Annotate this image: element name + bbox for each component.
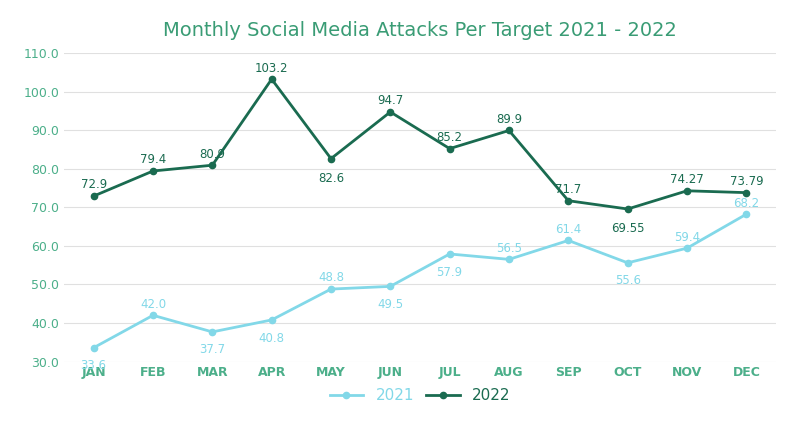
2021 [326, 287, 336, 292]
2021 [89, 345, 98, 350]
2021 [623, 260, 633, 265]
2022 [89, 194, 98, 199]
Text: 37.7: 37.7 [199, 344, 226, 356]
Text: 72.9: 72.9 [81, 179, 106, 191]
Text: 59.4: 59.4 [674, 231, 700, 243]
2021 [386, 284, 395, 289]
Text: 57.9: 57.9 [437, 265, 462, 279]
Text: 80.9: 80.9 [199, 148, 226, 161]
Text: 82.6: 82.6 [318, 172, 344, 185]
Text: 55.6: 55.6 [614, 274, 641, 288]
Text: 68.2: 68.2 [734, 197, 759, 209]
Text: 61.4: 61.4 [555, 223, 582, 236]
Text: 94.7: 94.7 [378, 94, 403, 107]
2022 [148, 168, 158, 174]
2022 [623, 206, 633, 212]
2021 [682, 246, 692, 251]
Text: 103.2: 103.2 [255, 62, 289, 75]
Line: 2021: 2021 [90, 211, 750, 351]
2022 [682, 188, 692, 194]
2021 [563, 238, 573, 243]
Text: 71.7: 71.7 [555, 183, 582, 196]
2022 [386, 109, 395, 115]
2022 [326, 156, 336, 161]
Line: 2022: 2022 [90, 76, 750, 212]
2021 [148, 313, 158, 318]
2022 [267, 76, 277, 82]
Text: 85.2: 85.2 [437, 131, 462, 144]
Text: 49.5: 49.5 [378, 298, 403, 311]
Text: 42.0: 42.0 [140, 298, 166, 311]
Text: 33.6: 33.6 [81, 359, 106, 372]
2021 [742, 212, 751, 217]
Text: 56.5: 56.5 [496, 242, 522, 255]
Text: 73.79: 73.79 [730, 175, 763, 188]
2022 [563, 198, 573, 203]
Text: 69.55: 69.55 [611, 222, 645, 235]
2022 [504, 128, 514, 133]
Title: Monthly Social Media Attacks Per Target 2021 - 2022: Monthly Social Media Attacks Per Target … [163, 21, 677, 40]
2022 [207, 163, 217, 168]
2022 [742, 190, 751, 195]
2021 [207, 329, 217, 335]
Text: 74.27: 74.27 [670, 173, 704, 186]
Text: 48.8: 48.8 [318, 272, 344, 284]
Text: 79.4: 79.4 [140, 153, 166, 166]
2021 [267, 318, 277, 323]
Text: 89.9: 89.9 [496, 113, 522, 126]
2021 [504, 257, 514, 262]
2022 [445, 146, 454, 151]
Text: 40.8: 40.8 [258, 332, 285, 344]
Legend: 2021, 2022: 2021, 2022 [323, 382, 517, 410]
2021 [445, 251, 454, 257]
